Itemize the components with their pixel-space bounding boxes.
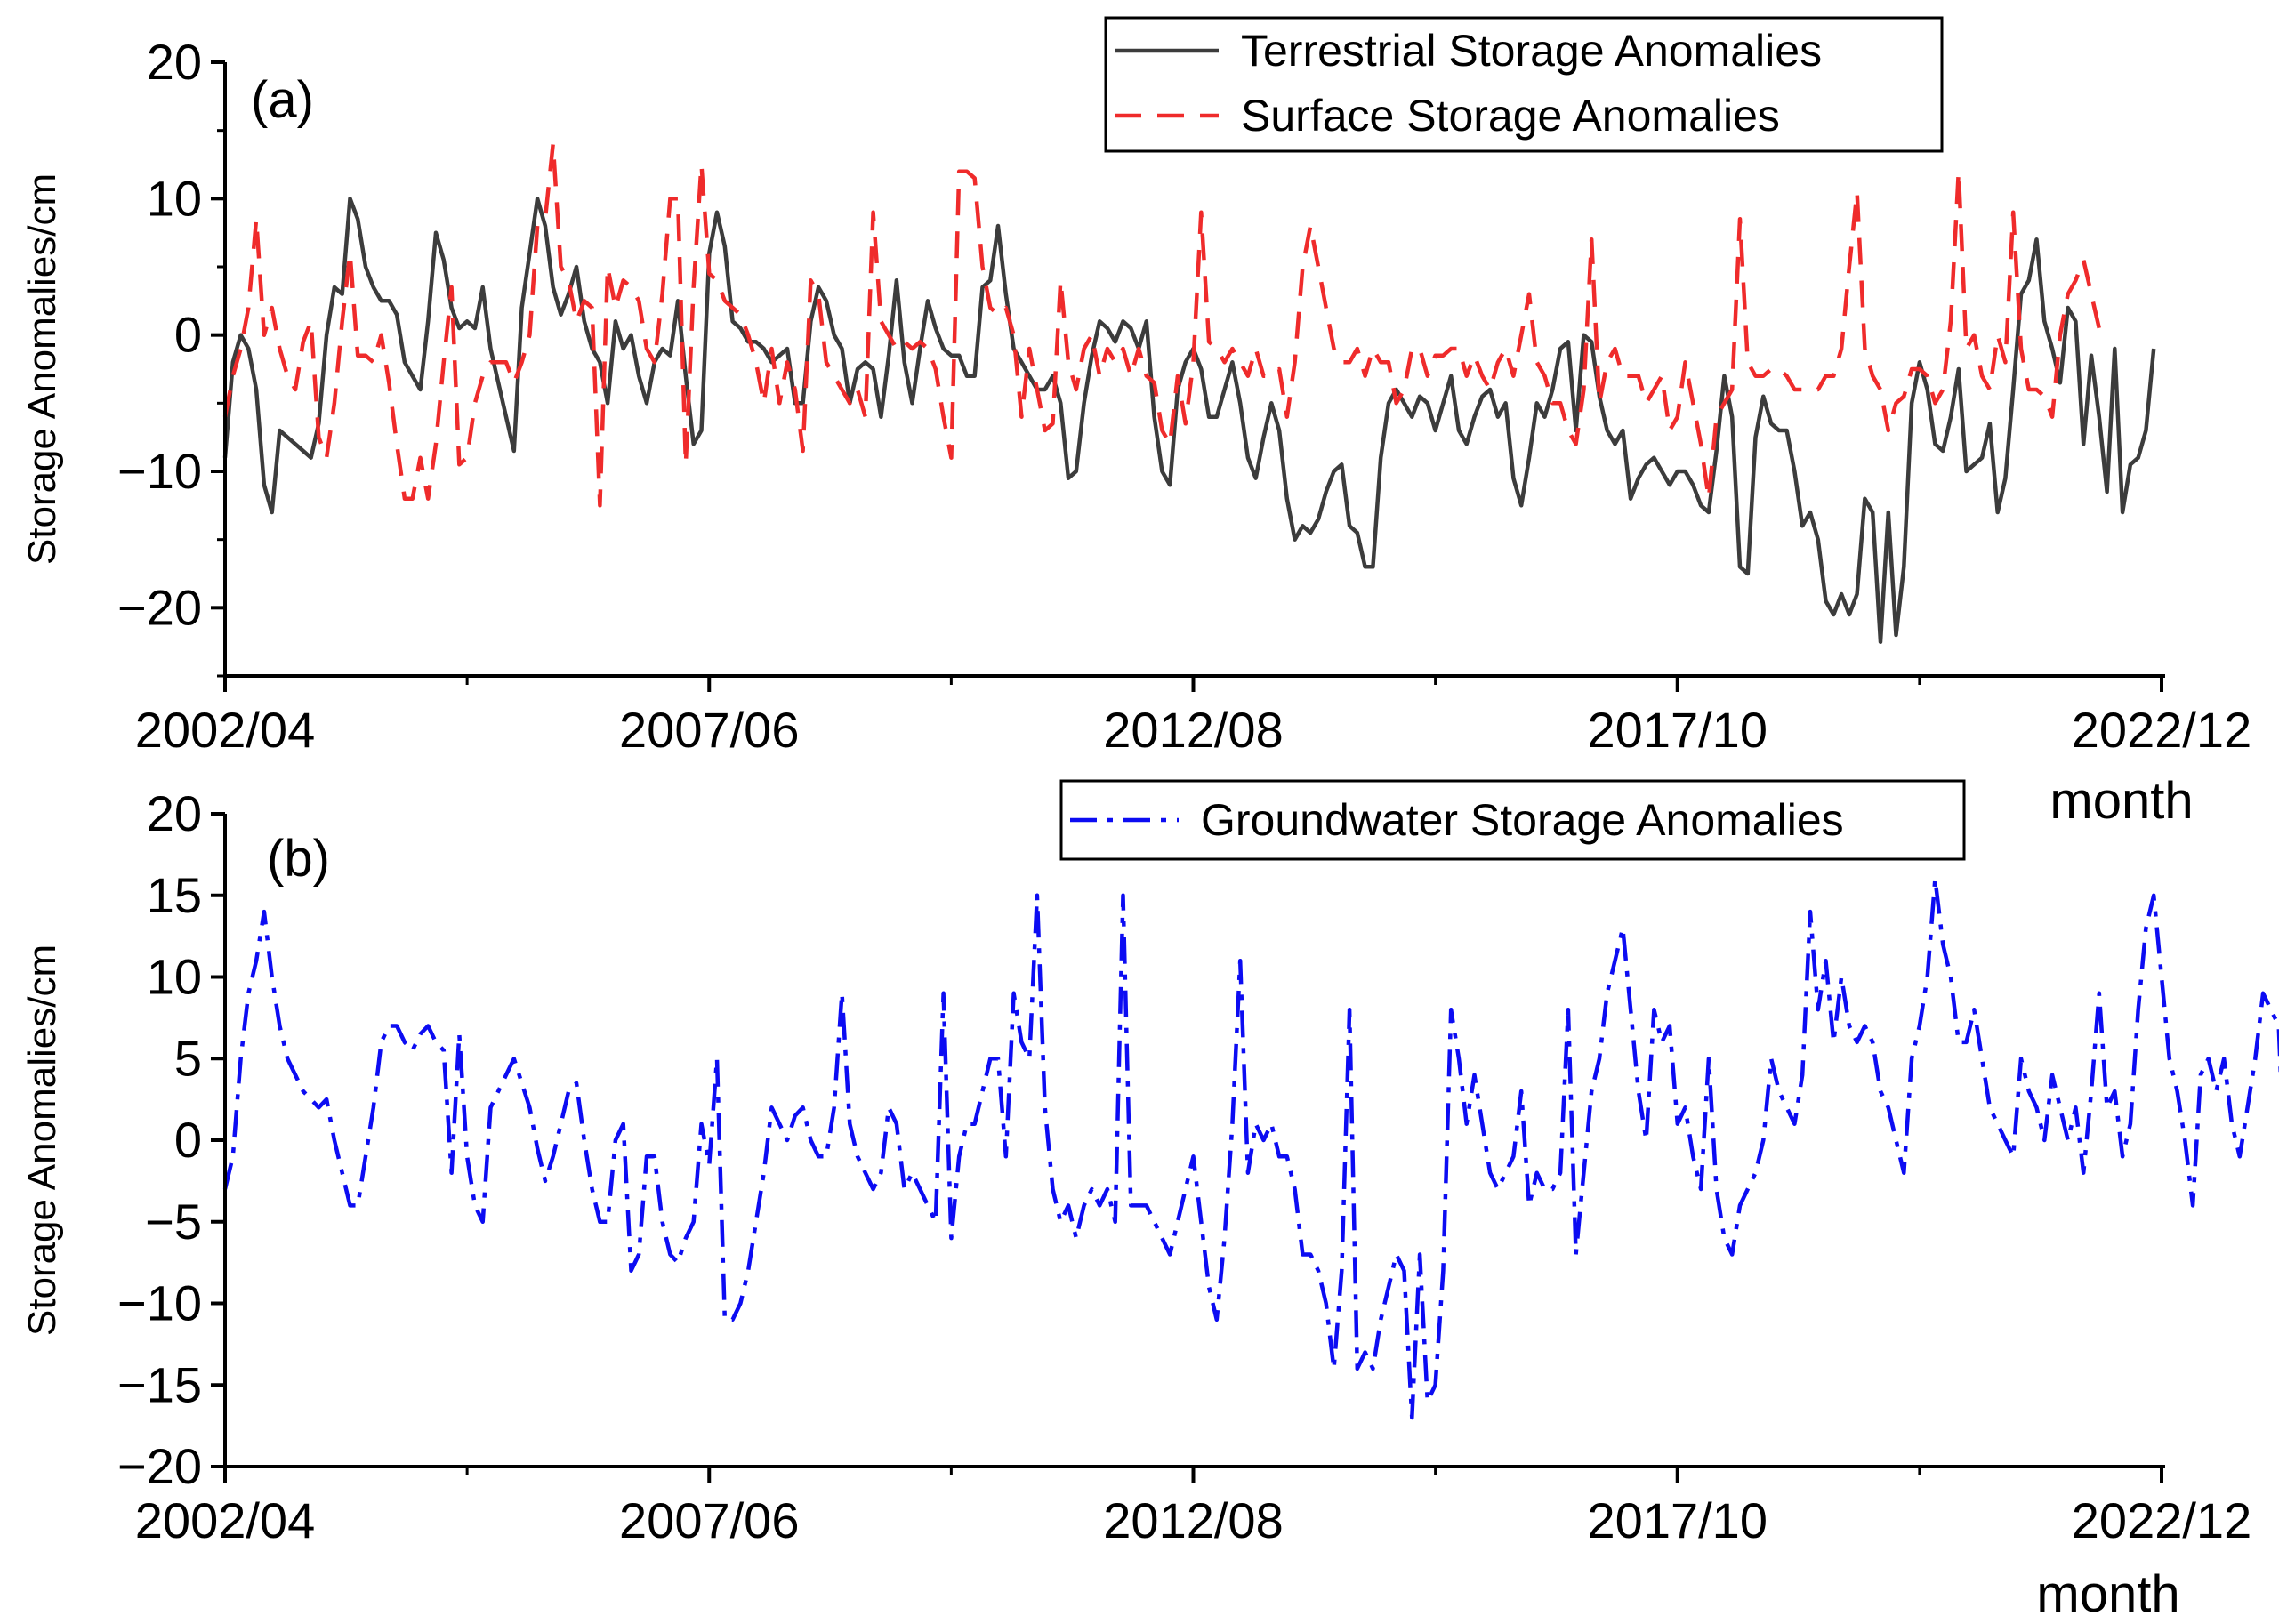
x-axis-label: month [2049,772,2193,830]
legend-box [1059,779,1966,861]
series-line-dashdot [222,877,2279,1420]
y-tick-label: 10 [147,170,202,226]
x-tick-label: 2012/08 [1103,702,1283,758]
legend: Terrestrial Storage Anomalies Surface Sto… [1104,16,1944,153]
x-tick-label: 2022/12 [2072,1492,2251,1548]
x-tick-label: 2022/12 [2072,702,2251,758]
x-tick-label: 2012/08 [1103,1492,1283,1548]
y-axis-label: Storage Anomalies/cm [20,173,64,565]
y-tick-label: −20 [117,579,202,635]
panel-b: −20 −15 −10 −5 0 5 10 15 20 2002/04 2007/06 2012/08… [20,779,2279,1623]
series-line-solid [222,197,2156,644]
legend-label: Groundwater Storage Anomalies [1201,795,1844,845]
panel-label: (a) [251,71,314,129]
x-tick-label: 2002/04 [135,702,315,758]
y-tick-label: 5 [174,1030,202,1086]
y-tick-label: −10 [117,1275,202,1331]
x-tick-label: 2017/10 [1588,702,1768,758]
x-tick-label: 2007/06 [619,1492,799,1548]
y-tick-label: 20 [147,785,202,841]
y-tick-label: 15 [147,867,202,923]
legend-label: Surface Storage Anomalies [1241,91,1780,141]
y-tick-label: 10 [147,949,202,1005]
x-tick-label: 2007/06 [619,702,799,758]
x-tick-label: 2002/04 [135,1492,315,1548]
legend-label: Terrestrial Storage Anomalies [1241,26,1822,76]
x-tick-label: 2017/10 [1588,1492,1768,1548]
panel-a: −20 −10 0 10 20 2002/04 2007/06 2012/08 2017/10 2… [20,16,2251,830]
panel-label: (b) [267,830,330,888]
x-axis-label: month [2036,1565,2179,1623]
y-tick-label: −15 [117,1356,202,1412]
y-tick-label: 0 [174,1112,202,1168]
y-tick-label: 0 [174,307,202,363]
y-axis-label: Storage Anomalies/cm [20,945,64,1336]
legend-box [1104,16,1944,153]
legend: Groundwater Storage Anomalies [1059,779,1966,861]
y-tick-label: −20 [117,1438,202,1494]
y-tick-label: 20 [147,34,202,90]
y-tick-label: −5 [145,1194,202,1250]
y-tick-label: −10 [117,443,202,499]
series-line-dashed [222,141,2101,508]
